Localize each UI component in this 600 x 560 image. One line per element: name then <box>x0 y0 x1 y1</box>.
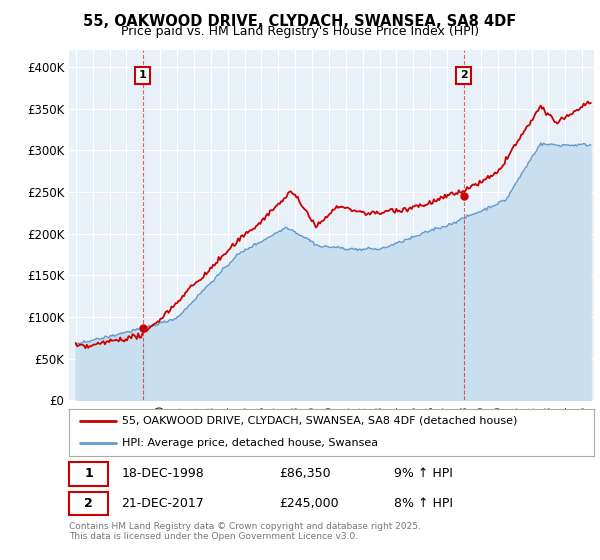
Text: 18-DEC-1998: 18-DEC-1998 <box>121 468 204 480</box>
Text: 1: 1 <box>139 71 146 81</box>
Text: HPI: Average price, detached house, Swansea: HPI: Average price, detached house, Swan… <box>121 438 377 448</box>
Text: £245,000: £245,000 <box>279 497 338 510</box>
Text: 55, OAKWOOD DRIVE, CLYDACH, SWANSEA, SA8 4DF: 55, OAKWOOD DRIVE, CLYDACH, SWANSEA, SA8… <box>83 14 517 29</box>
Text: 55, OAKWOOD DRIVE, CLYDACH, SWANSEA, SA8 4DF (detached house): 55, OAKWOOD DRIVE, CLYDACH, SWANSEA, SA8… <box>121 416 517 426</box>
Text: Contains HM Land Registry data © Crown copyright and database right 2025.
This d: Contains HM Land Registry data © Crown c… <box>69 522 421 542</box>
FancyBboxPatch shape <box>69 492 109 515</box>
Text: 2: 2 <box>85 497 93 510</box>
Text: 2: 2 <box>460 71 467 81</box>
Text: 1: 1 <box>85 468 93 480</box>
FancyBboxPatch shape <box>69 462 109 486</box>
Text: Price paid vs. HM Land Registry's House Price Index (HPI): Price paid vs. HM Land Registry's House … <box>121 25 479 38</box>
Text: 8% ↑ HPI: 8% ↑ HPI <box>395 497 454 510</box>
Text: 21-DEC-2017: 21-DEC-2017 <box>121 497 204 510</box>
Text: £86,350: £86,350 <box>279 468 331 480</box>
Text: 9% ↑ HPI: 9% ↑ HPI <box>395 468 454 480</box>
